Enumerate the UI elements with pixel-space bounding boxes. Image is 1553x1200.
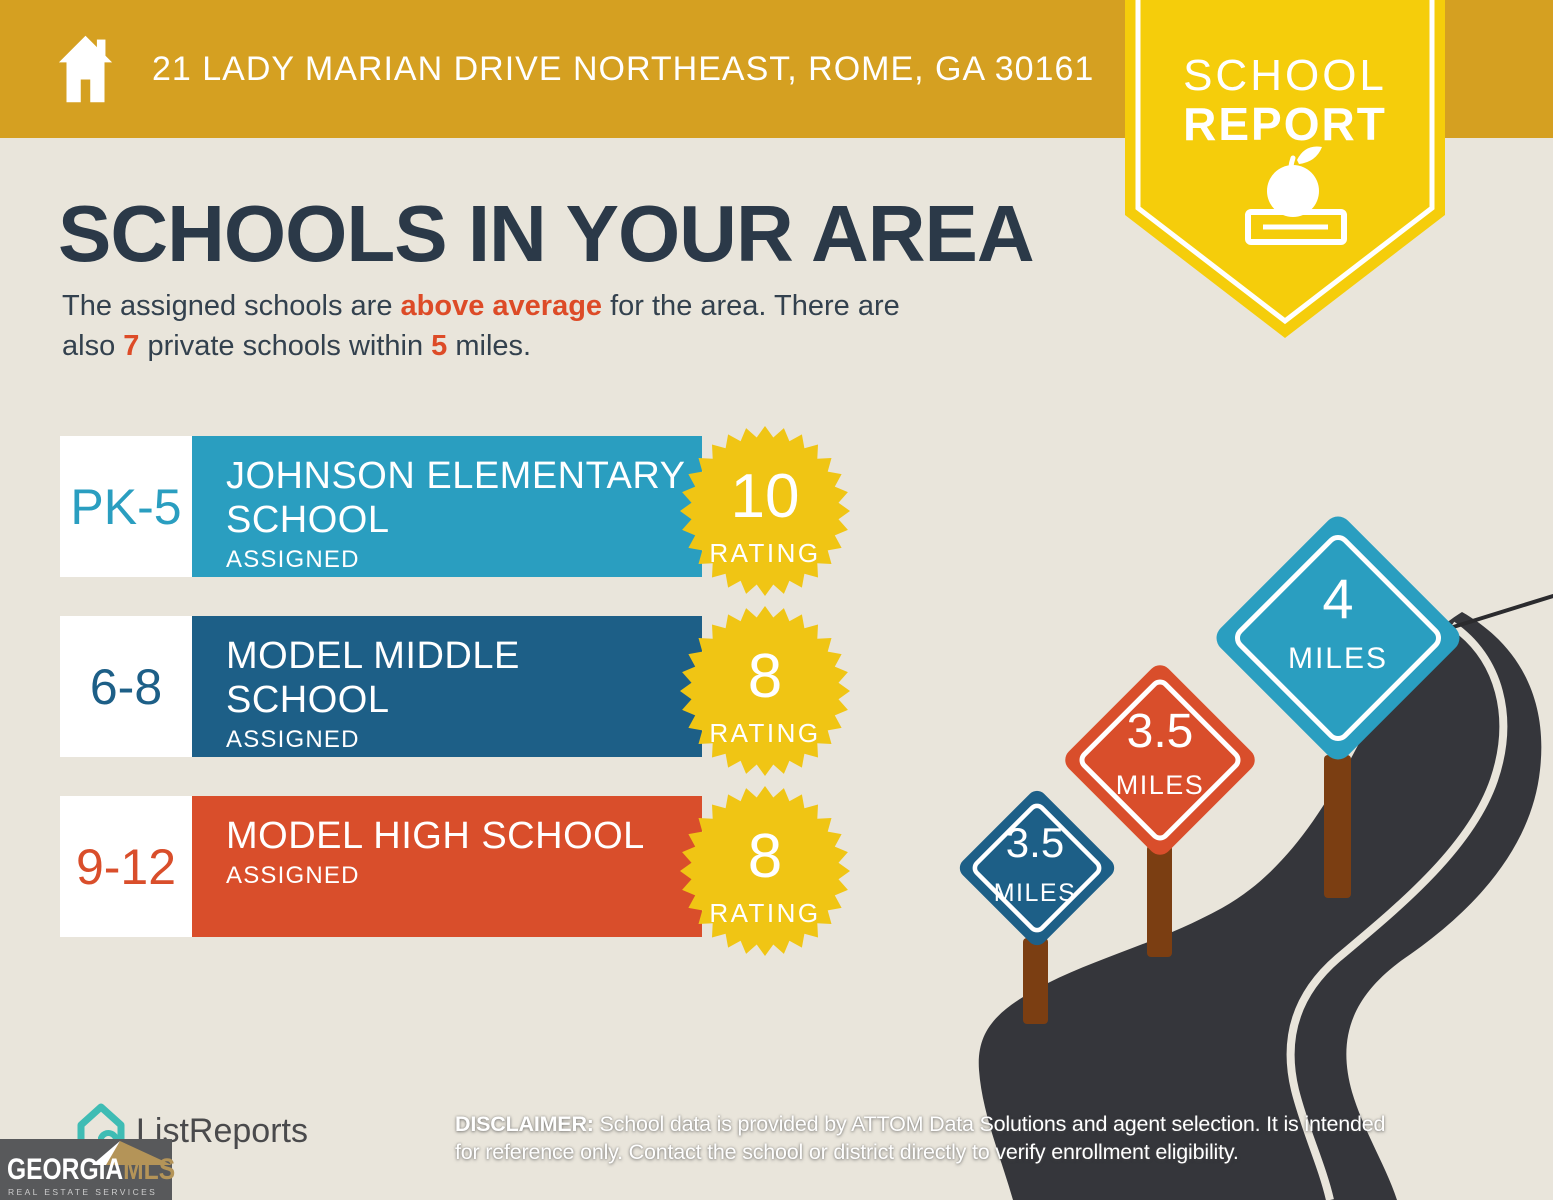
rating-badge: 8 RATING <box>680 786 850 956</box>
home-icon <box>58 35 113 103</box>
distance-value: 3.5 <box>1127 705 1194 758</box>
grade-range: 6-8 <box>60 616 192 757</box>
ribbon-word-report: REPORT <box>1183 98 1387 150</box>
mls-name-mls: MLS <box>123 1153 176 1186</box>
school-name-line1: MODEL HIGH SCHOOL <box>226 815 645 857</box>
intro-segment: private schools within <box>139 330 432 362</box>
private-school-count: 7 <box>123 330 140 362</box>
school-row-middle: 6-8 MODEL MIDDLE SCHOOL ASSIGNED 8 RATIN… <box>60 606 860 776</box>
page-title: SCHOOLS IN YOUR AREA <box>58 189 1035 278</box>
rating-label: RATING <box>709 538 820 568</box>
assignment-status: ASSIGNED <box>226 546 360 573</box>
distance-value: 3.5 <box>1006 819 1064 866</box>
ribbon-word-school: SCHOOL <box>1183 51 1387 100</box>
distance-value: 4 <box>1322 567 1353 630</box>
mls-name-georgia: GEORGIA <box>7 1153 124 1186</box>
distance-sign-medium <box>1065 665 1255 855</box>
mls-roof-icon <box>92 1141 172 1165</box>
apple-on-book-icon <box>1245 146 1347 245</box>
school-bar: MODEL HIGH SCHOOL ASSIGNED <box>192 796 702 937</box>
school-bar: JOHNSON ELEMENTARY SCHOOL ASSIGNED <box>192 436 702 577</box>
rating-label: RATING <box>709 898 820 928</box>
rating-label: RATING <box>709 718 820 748</box>
georgia-mls-logo: GEORGIAMLS REAL ESTATE SERVICES <box>0 1139 175 1200</box>
distance-unit: MILES <box>1116 770 1205 800</box>
assignment-status: ASSIGNED <box>226 726 360 753</box>
school-name-line1: JOHNSON ELEMENTARY <box>226 455 686 497</box>
school-report-ribbon: SCHOOL REPORT <box>1125 0 1445 338</box>
intro-segment: The assigned schools are <box>62 290 401 322</box>
disclaimer-text: for reference only. Contact the school o… <box>455 1140 1239 1164</box>
disclaimer-line-1: DISCLAIMER: School data is provided by A… <box>455 1110 1435 1138</box>
grade-range: PK-5 <box>60 436 192 577</box>
sign-post <box>1023 938 1048 1024</box>
rating-value: 8 <box>748 822 782 891</box>
intro-line-2: also 7 private schools within 5 miles. <box>62 326 900 366</box>
school-name-line1: MODEL MIDDLE <box>226 635 520 677</box>
disclaimer-line-2: for reference only. Contact the school o… <box>455 1138 1435 1166</box>
disclaimer-label: DISCLAIMER: <box>455 1112 594 1136</box>
road-horizon-line <box>1448 594 1553 630</box>
distance-unit: MILES <box>1288 642 1388 675</box>
intro-segment: for the area. There are <box>602 290 900 322</box>
mls-tagline: REAL ESTATE SERVICES <box>8 1187 158 1197</box>
intro-segment: miles. <box>447 330 532 362</box>
grade-range: 9-12 <box>60 796 192 937</box>
rating-value: 10 <box>731 462 800 531</box>
sign-post <box>1147 845 1172 957</box>
school-row-high: 9-12 MODEL HIGH SCHOOL ASSIGNED 8 RATING <box>60 786 860 956</box>
distance-unit: MILES <box>994 879 1077 907</box>
school-name-line2: SCHOOL <box>226 499 390 541</box>
intro-line-1: The assigned schools are above average f… <box>62 286 900 326</box>
disclaimer-text: School data is provided by ATTOM Data So… <box>593 1112 1386 1136</box>
intro-text: The assigned schools are above average f… <box>62 286 900 366</box>
intro-highlight: above average <box>400 290 603 322</box>
intro-segment: also <box>62 330 124 362</box>
school-row-elementary: PK-5 JOHNSON ELEMENTARY SCHOOL ASSIGNED … <box>60 426 860 596</box>
rating-badge: 8 RATING <box>680 606 850 776</box>
disclaimer: DISCLAIMER: School data is provided by A… <box>455 1110 1435 1166</box>
school-name-line2: SCHOOL <box>226 679 390 721</box>
mls-name: GEORGIAMLS <box>7 1153 175 1187</box>
distance-sign-small <box>959 790 1115 946</box>
school-bar: MODEL MIDDLE SCHOOL ASSIGNED <box>192 616 702 757</box>
sign-post <box>1324 755 1351 898</box>
property-address: 21 LADY MARIAN DRIVE NORTHEAST, ROME, GA… <box>152 49 1095 88</box>
rating-value: 8 <box>748 642 782 711</box>
assignment-status: ASSIGNED <box>226 862 360 889</box>
radius-miles: 5 <box>431 330 448 362</box>
distance-sign-large <box>1216 516 1460 760</box>
rating-badge: 10 RATING <box>680 426 850 596</box>
